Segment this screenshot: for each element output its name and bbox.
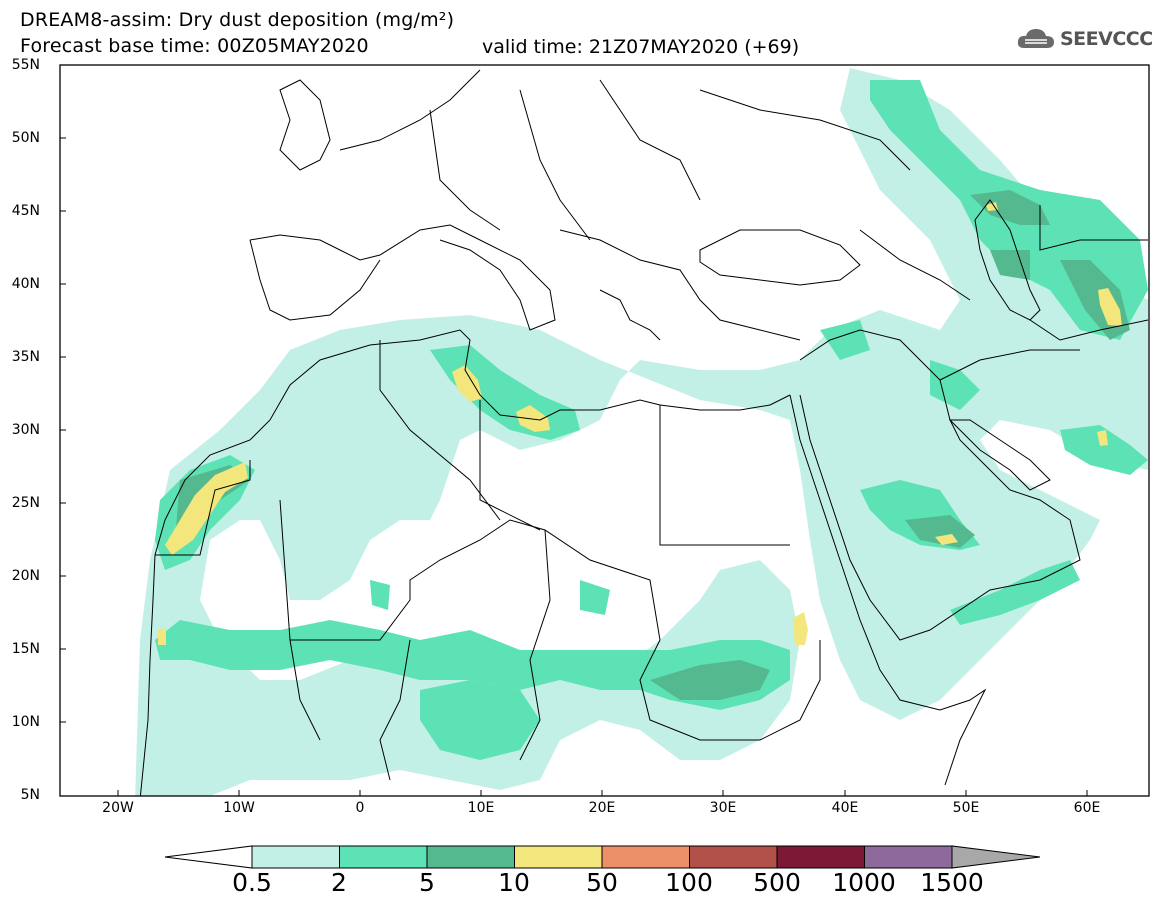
coastlines-and-borders (139, 69, 1149, 796)
lat-label: 5N (20, 787, 40, 803)
dust-field-high (158, 202, 1122, 645)
seevccc-logo: SEEVCCC (1016, 26, 1153, 52)
map-title: DREAM8-assim: Dry dust deposition (mg/m²… (20, 9, 455, 31)
colorbar-label: 5 (419, 868, 435, 897)
dust-field-light (135, 68, 1148, 796)
lat-label: 55N (11, 57, 40, 73)
colorbar-label: 100 (665, 868, 713, 897)
lat-label: 15N (11, 641, 40, 657)
colorbar-label: 500 (753, 868, 801, 897)
lon-label: 10W (223, 800, 255, 816)
lat-label: 40N (11, 276, 40, 292)
lon-label: 20W (102, 800, 134, 816)
lon-label: 40E (831, 800, 859, 816)
lat-label: 35N (11, 349, 40, 365)
lat-label: 20N (11, 568, 40, 584)
lon-label: 60E (1073, 800, 1101, 816)
lat-label: 50N (11, 130, 40, 146)
valid-time: valid time: 21Z07MAY2020 (+69) (482, 36, 800, 58)
colorbar-label: 10 (498, 868, 530, 897)
cloud-icon (1017, 29, 1054, 48)
lon-label: 0 (355, 800, 365, 816)
colorbar-label: 1500 (920, 868, 984, 897)
lon-label: 20E (588, 800, 616, 816)
colorbar-label: 0.5 (232, 868, 272, 897)
colorbar-label: 2 (331, 868, 347, 897)
lat-label: 30N (11, 422, 40, 438)
lat-label: 45N (11, 203, 40, 219)
lon-label: 10E (467, 800, 495, 816)
logo-text: SEEVCCC (1060, 28, 1153, 50)
forecast-base-time: Forecast base time: 00Z05MAY2020 (20, 35, 369, 57)
lon-label: 50E (952, 800, 980, 816)
colorbar-label: 1000 (832, 868, 896, 897)
lon-label: 30E (709, 800, 737, 816)
colorbar-label: 50 (586, 868, 618, 897)
lat-label: 25N (11, 495, 40, 511)
lat-label: 10N (11, 714, 40, 730)
